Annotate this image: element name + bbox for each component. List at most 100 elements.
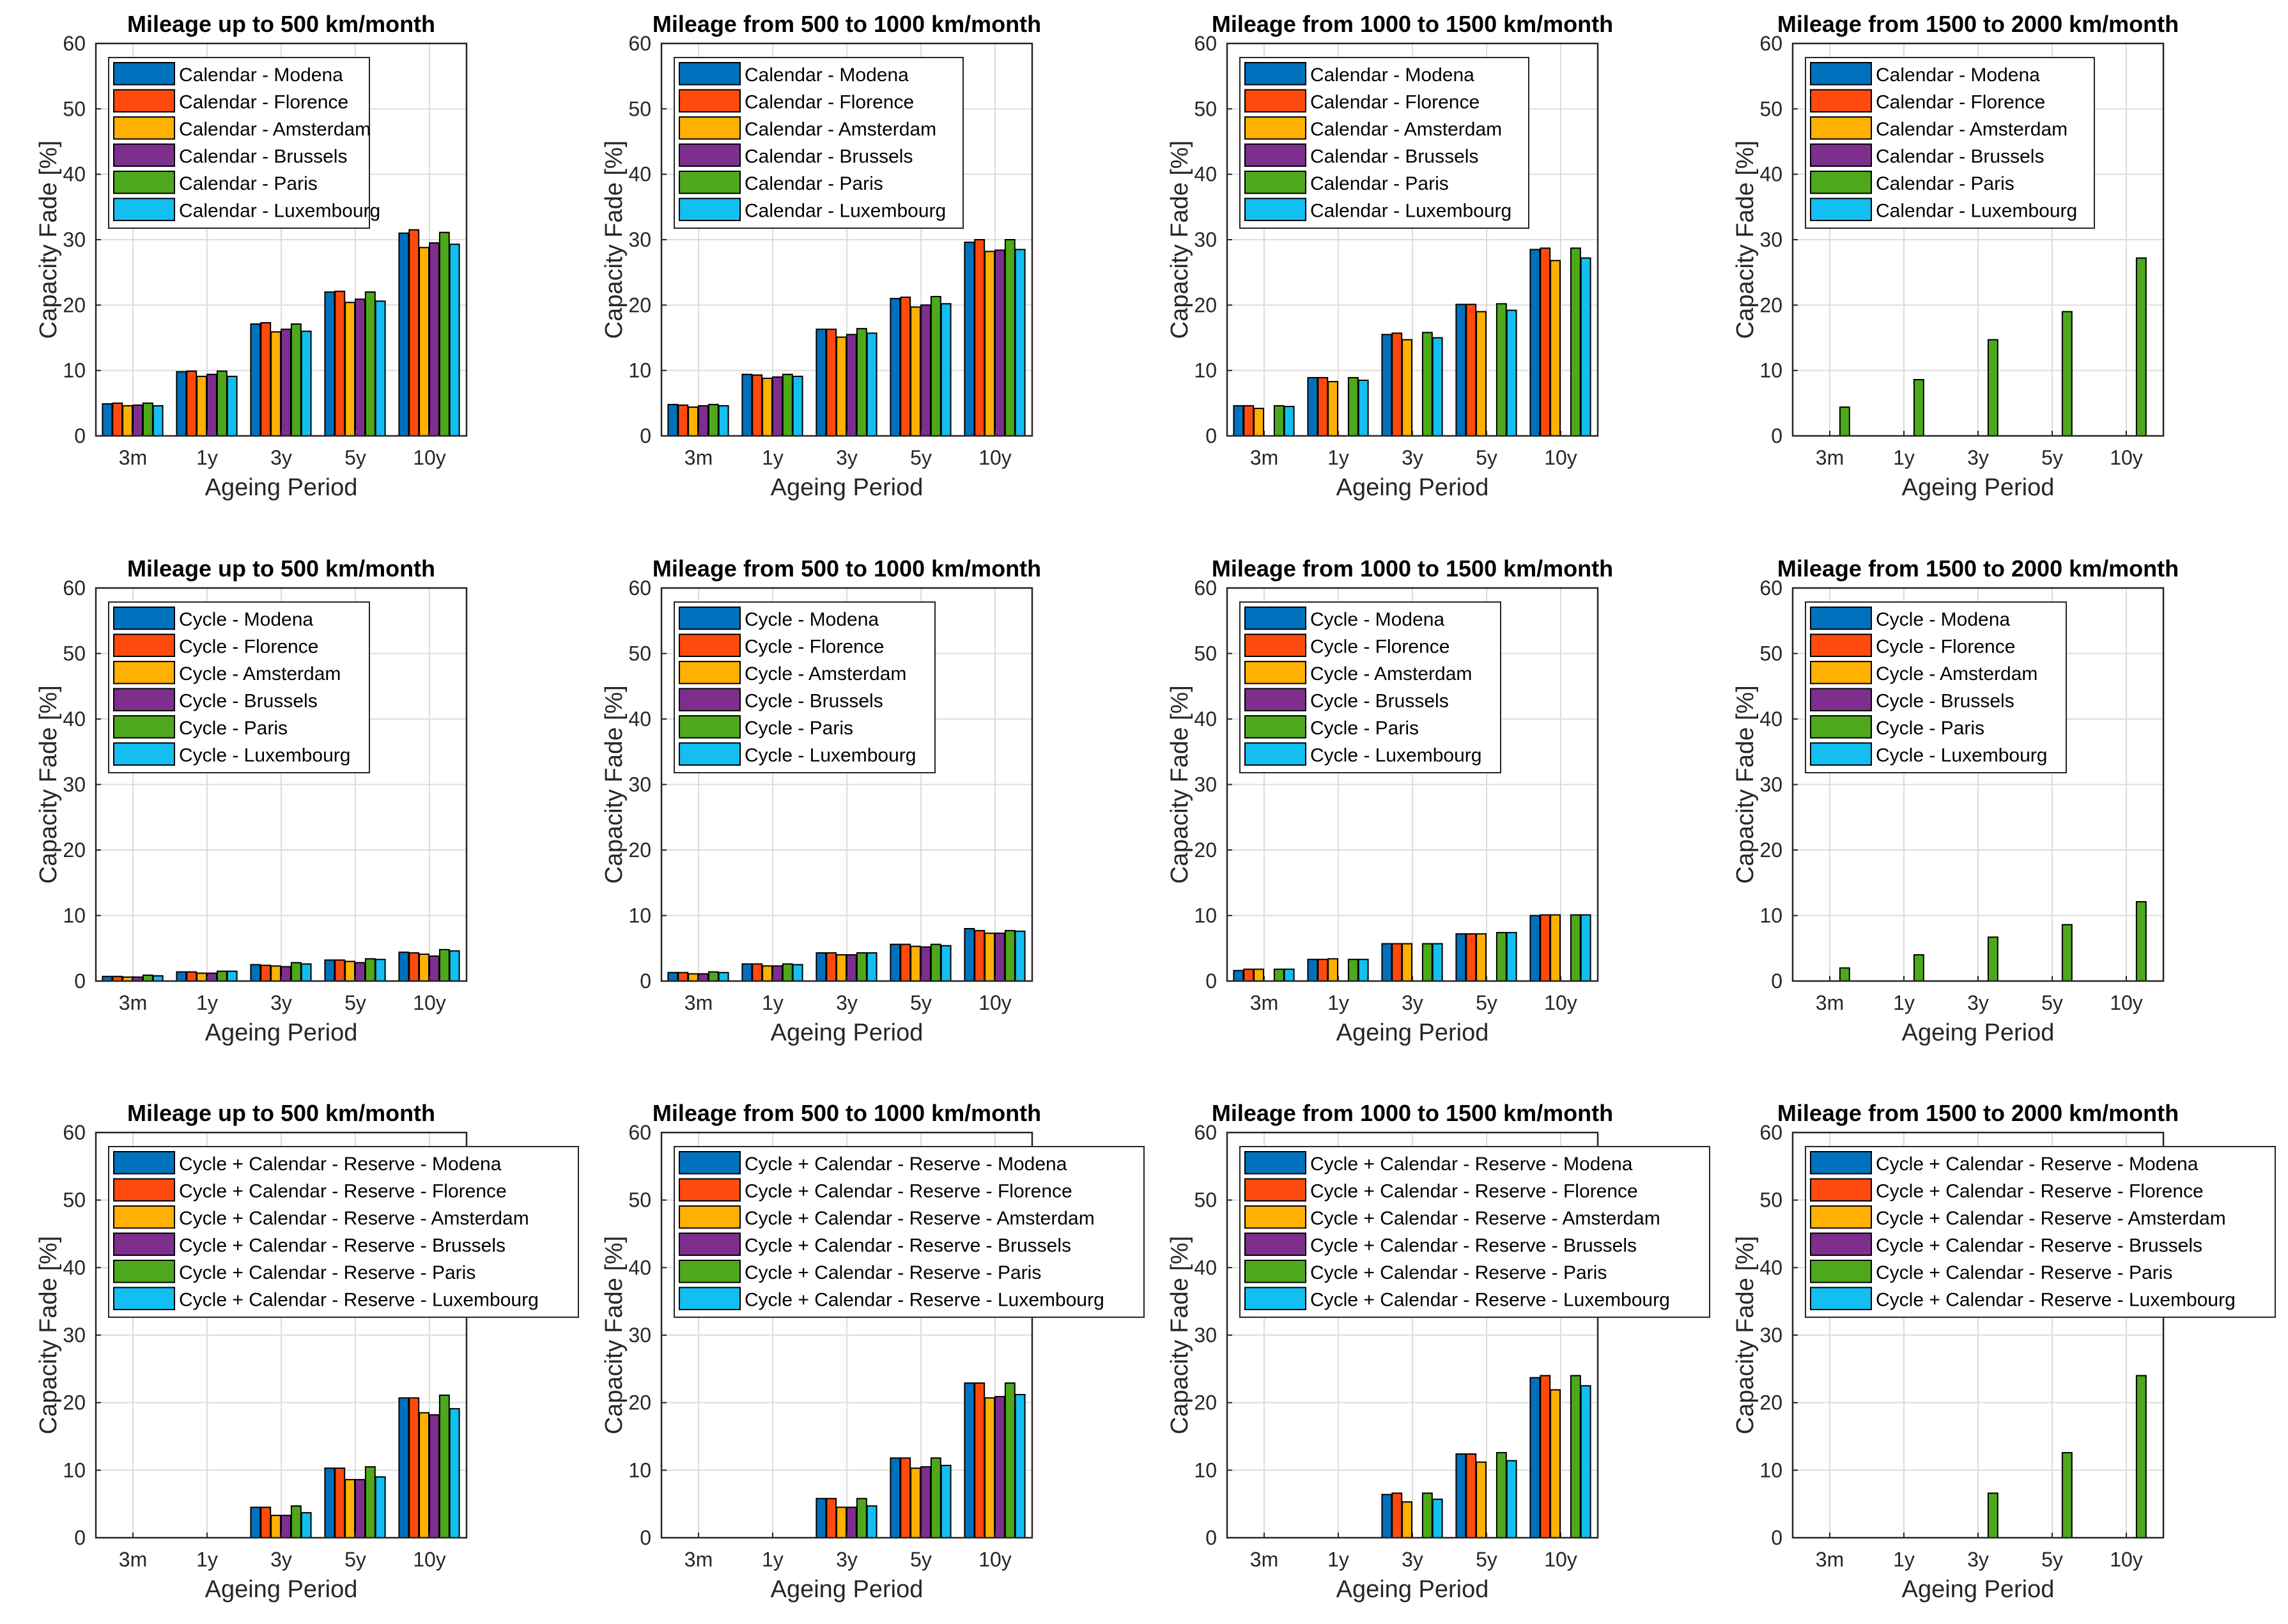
bar-florence-3y (826, 329, 837, 437)
legend-label-amsterdam: Cycle - Amsterdam (1310, 663, 1472, 684)
bar-brussels-3y (846, 334, 857, 437)
bar-luxembourg-3m (1283, 406, 1295, 437)
legend-box (108, 1146, 579, 1318)
legend-swatch-florence (679, 633, 741, 657)
y-tick-label: 30 (63, 1324, 86, 1347)
x-tick-label: 3y (836, 446, 858, 469)
bar-modena-10y (964, 242, 975, 437)
bar-florence-1y (752, 963, 763, 982)
legend-label-paris: Cycle + Calendar - Reserve - Paris (1876, 1262, 2172, 1283)
x-tick-label: 3m (684, 991, 713, 1014)
legend-label-paris: Cycle - Paris (1876, 718, 1984, 739)
bar-amsterdam-5y (344, 302, 355, 437)
legend-swatch-amsterdam (1810, 116, 1872, 140)
bar-amsterdam-5y (344, 1479, 355, 1539)
y-tick-label: 20 (1759, 293, 1782, 316)
legend: Cycle - Modena Cycle - Florence Cycle - Am… (674, 601, 936, 773)
y-tick-label: 10 (1759, 904, 1782, 927)
bar-amsterdam-10y (1550, 914, 1561, 982)
x-axis-label: Ageing Period (771, 1576, 924, 1603)
bar-florence-3y (260, 1506, 272, 1538)
bar-florence-5y (334, 290, 346, 437)
legend-label-brussels: Cycle - Brussels (1876, 691, 2014, 712)
bar-luxembourg-1y (226, 375, 238, 437)
chart-panel-4: 0 10 20 30 40 50 60 3m 1y 3y 5y 10y Ageing Period Cap… (1732, 11, 2179, 501)
legend-swatch-brussels (679, 688, 741, 711)
bar-luxembourg-3y (866, 952, 877, 982)
bar-brussels-3y (281, 966, 291, 982)
bar-luxembourg-5y (375, 1476, 386, 1538)
bar-florence-3y (826, 952, 837, 982)
legend-label-amsterdam: Cycle - Amsterdam (745, 663, 906, 684)
bar-luxembourg-3y (300, 330, 312, 437)
legend: Cycle + Calendar - Reserve - Modena Cycle… (1239, 1146, 1710, 1318)
x-tick-label: 3y (1402, 446, 1423, 469)
bar-modena-3y (815, 952, 827, 982)
y-tick-label: 30 (628, 773, 651, 796)
legend-label-florence: Cycle + Calendar - Reserve - Florence (179, 1181, 507, 1202)
y-axis-label: Capacity Fade [%] (1732, 141, 1759, 339)
bar-florence-3y (1391, 332, 1403, 437)
bar-florence-1y (186, 370, 197, 437)
bar-florence-10y (408, 1397, 420, 1539)
x-tick-label: 3m (1250, 1548, 1278, 1571)
legend-label-florence: Calendar - Florence (745, 92, 914, 113)
legend-swatch-modena (679, 62, 741, 86)
x-tick-label: 10y (2110, 991, 2143, 1014)
y-tick-label: 20 (628, 293, 651, 316)
x-tick-label: 1y (762, 1548, 784, 1571)
bar-amsterdam-10y (1550, 1389, 1561, 1539)
legend-swatch-florence (679, 89, 741, 112)
y-tick-label: 40 (1194, 163, 1217, 186)
bar-paris-5y (930, 943, 941, 982)
y-tick-label: 30 (63, 228, 86, 251)
bar-florence-3m (1243, 968, 1255, 982)
bar-luxembourg-5y (940, 1464, 952, 1538)
legend-label-luxembourg: Cycle + Calendar - Reserve - Luxembourg (1876, 1290, 2236, 1311)
legend-label-amsterdam: Calendar - Amsterdam (179, 119, 371, 140)
bar-luxembourg-10y (449, 244, 460, 437)
bar-florence-3y (826, 1497, 837, 1538)
bar-luxembourg-3y (866, 1505, 877, 1539)
legend-label-paris: Calendar - Paris (179, 173, 318, 194)
x-tick-label: 3m (1250, 446, 1278, 469)
legend-label-modena: Cycle + Calendar - Reserve - Modena (179, 1154, 502, 1175)
bar-luxembourg-10y (1580, 1385, 1591, 1539)
bar-luxembourg-1y (1357, 959, 1369, 982)
y-tick-label: 0 (640, 1526, 651, 1549)
y-tick-label: 0 (1205, 1526, 1217, 1549)
legend-swatch-paris (679, 715, 741, 739)
legend-label-florence: Cycle - Florence (745, 637, 884, 658)
bar-paris-3m (1273, 405, 1285, 437)
bar-modena-10y (964, 928, 975, 982)
x-axis-label: Ageing Period (1336, 1019, 1489, 1046)
bar-brussels-5y (920, 946, 931, 982)
legend-swatch-florence (1244, 89, 1306, 112)
legend-label-modena: Cycle + Calendar - Reserve - Modena (1310, 1154, 1633, 1175)
legend-label-modena: Calendar - Modena (745, 65, 909, 86)
y-tick-label: 40 (63, 163, 86, 186)
legend-label-florence: Cycle + Calendar - Reserve - Florence (745, 1181, 1072, 1202)
legend-swatch-amsterdam (1244, 1205, 1306, 1229)
legend-label-luxembourg: Calendar - Luxembourg (179, 201, 380, 222)
legend-label-brussels: Calendar - Brussels (745, 146, 913, 167)
bar-modena-1y (741, 963, 753, 982)
bar-brussels-3m (698, 973, 709, 982)
legend-label-modena: Calendar - Modena (179, 65, 343, 86)
bar-amsterdam-3y (270, 1515, 282, 1539)
legend-label-luxembourg: Calendar - Luxembourg (1876, 201, 2077, 222)
legend-swatch-paris (1810, 1260, 1872, 1283)
bar-paris-5y (1496, 932, 1507, 982)
legend-swatch-paris (1244, 171, 1306, 194)
legend-label-modena: Cycle - Modena (1876, 609, 2010, 630)
legend-label-luxembourg: Cycle - Luxembourg (179, 745, 350, 766)
x-tick-label: 1y (196, 991, 218, 1014)
legend-swatch-paris (679, 171, 741, 194)
legend-label-florence: Calendar - Florence (1876, 92, 2045, 113)
legend-swatch-luxembourg (1244, 742, 1306, 766)
y-axis-label: Capacity Fade [%] (35, 685, 62, 883)
legend-box (1805, 1146, 2276, 1318)
legend-swatch-modena (113, 62, 175, 86)
bar-amsterdam-5y (1476, 311, 1487, 437)
legend-label-paris: Cycle - Paris (1310, 718, 1419, 739)
